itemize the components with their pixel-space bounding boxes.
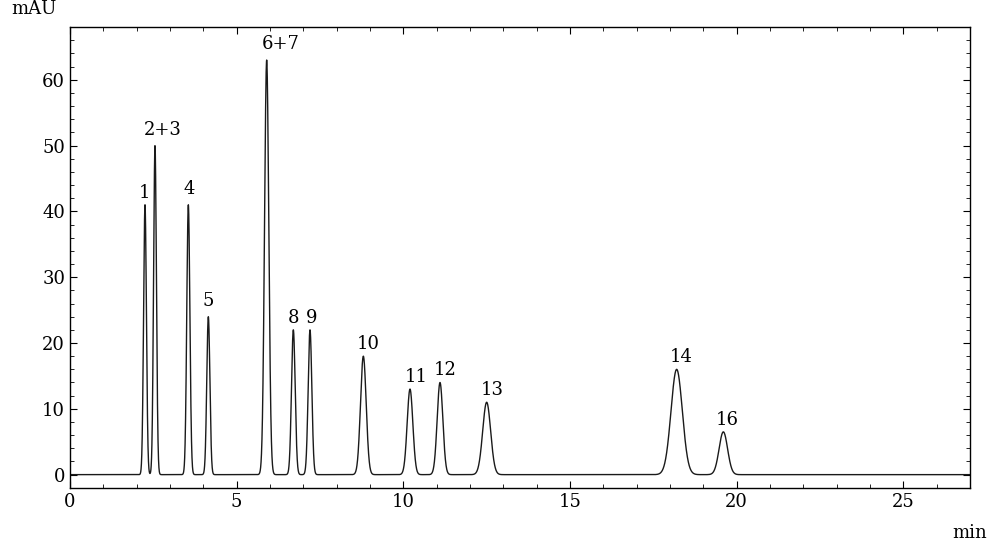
Text: 1: 1	[138, 184, 150, 202]
Text: 9: 9	[306, 308, 318, 326]
Text: 14: 14	[670, 348, 693, 366]
Text: 5: 5	[203, 292, 214, 310]
Text: 12: 12	[434, 361, 457, 379]
Text: 8: 8	[287, 308, 299, 326]
Text: min: min	[953, 524, 987, 542]
Text: 13: 13	[481, 381, 504, 399]
Text: 10: 10	[357, 335, 380, 353]
Text: 2+3: 2+3	[144, 121, 182, 139]
Y-axis label: mAU: mAU	[11, 0, 57, 18]
Text: 16: 16	[716, 411, 739, 429]
Text: 6+7: 6+7	[262, 35, 300, 54]
Text: 4: 4	[184, 180, 195, 198]
Text: 11: 11	[405, 368, 428, 386]
